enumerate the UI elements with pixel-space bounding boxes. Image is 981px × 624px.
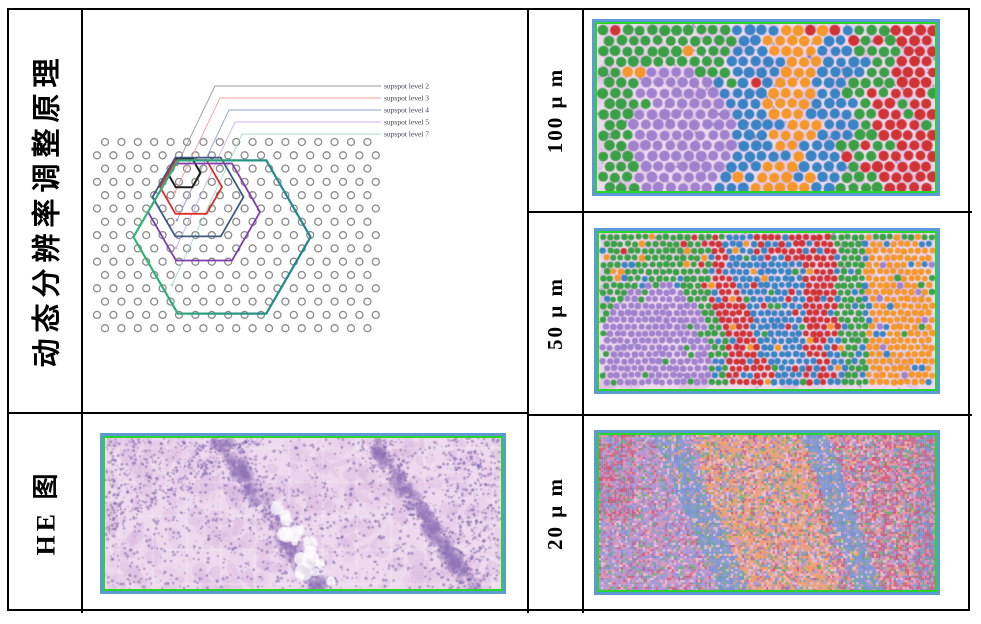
row-label-100um-text: 100 μ m <box>543 67 567 153</box>
leader-line-level-4 <box>171 133 381 286</box>
row-label-50um: 50 μ m <box>529 213 582 413</box>
table-hline-left <box>7 412 529 414</box>
panel-100um-inner-border <box>595 22 937 193</box>
legend-label-level-3: supspot level 5 <box>384 118 429 127</box>
leader-line-level-0 <box>176 85 381 166</box>
legend-label-level-2: supspot level 4 <box>384 106 429 115</box>
row-label-he-text: HE 图 <box>31 469 61 556</box>
panel-he-canvas <box>105 438 501 589</box>
row-label-20um-text: 20 μ m <box>543 477 567 550</box>
row-label-100um: 100 μ m <box>529 10 582 210</box>
table-hline-right-2 <box>527 414 972 416</box>
panel-20um-image <box>594 430 940 595</box>
table-vline-right-label <box>582 8 584 613</box>
row-label-principle-text: 动态分辨率调整原理 <box>31 52 64 368</box>
table-outer-border <box>7 8 970 611</box>
panel-he-image <box>100 433 506 594</box>
panel-50um-inner-border <box>597 231 937 391</box>
panel-he-inner-border <box>103 436 503 591</box>
table-vline-mid <box>527 8 529 613</box>
panel-50um-canvas <box>599 233 935 389</box>
row-label-principle: 动态分辨率调整原理 <box>7 10 81 410</box>
panel-50um-image <box>594 228 940 394</box>
row-label-20um: 20 μ m <box>529 416 582 611</box>
row-label-50um-text: 50 μ m <box>543 276 567 350</box>
subspot-level-diagram: supspot level 2 supspot level 3 supspot le… <box>92 82 429 333</box>
hexagon-level-2 <box>151 156 245 238</box>
panel-100um-image <box>592 19 940 196</box>
hexagon-level-1 <box>158 159 224 215</box>
legend-label-level-4: supspot level 7 <box>384 130 429 139</box>
panel-100um-canvas <box>597 24 935 191</box>
legend-label-level-1: supspot level 3 <box>384 94 429 103</box>
leader-line-level-3 <box>175 121 381 249</box>
hexagon-level-0 <box>166 157 202 189</box>
row-label-he: HE 图 <box>7 414 81 611</box>
hexagon-level-4 <box>132 159 312 315</box>
legend-label-level-0: supspot level 2 <box>384 82 429 91</box>
table-hline-right-1 <box>527 211 972 213</box>
panel-20um-canvas <box>599 435 935 590</box>
table-vline-left-label <box>81 8 83 613</box>
panel-20um-inner-border <box>597 433 937 592</box>
